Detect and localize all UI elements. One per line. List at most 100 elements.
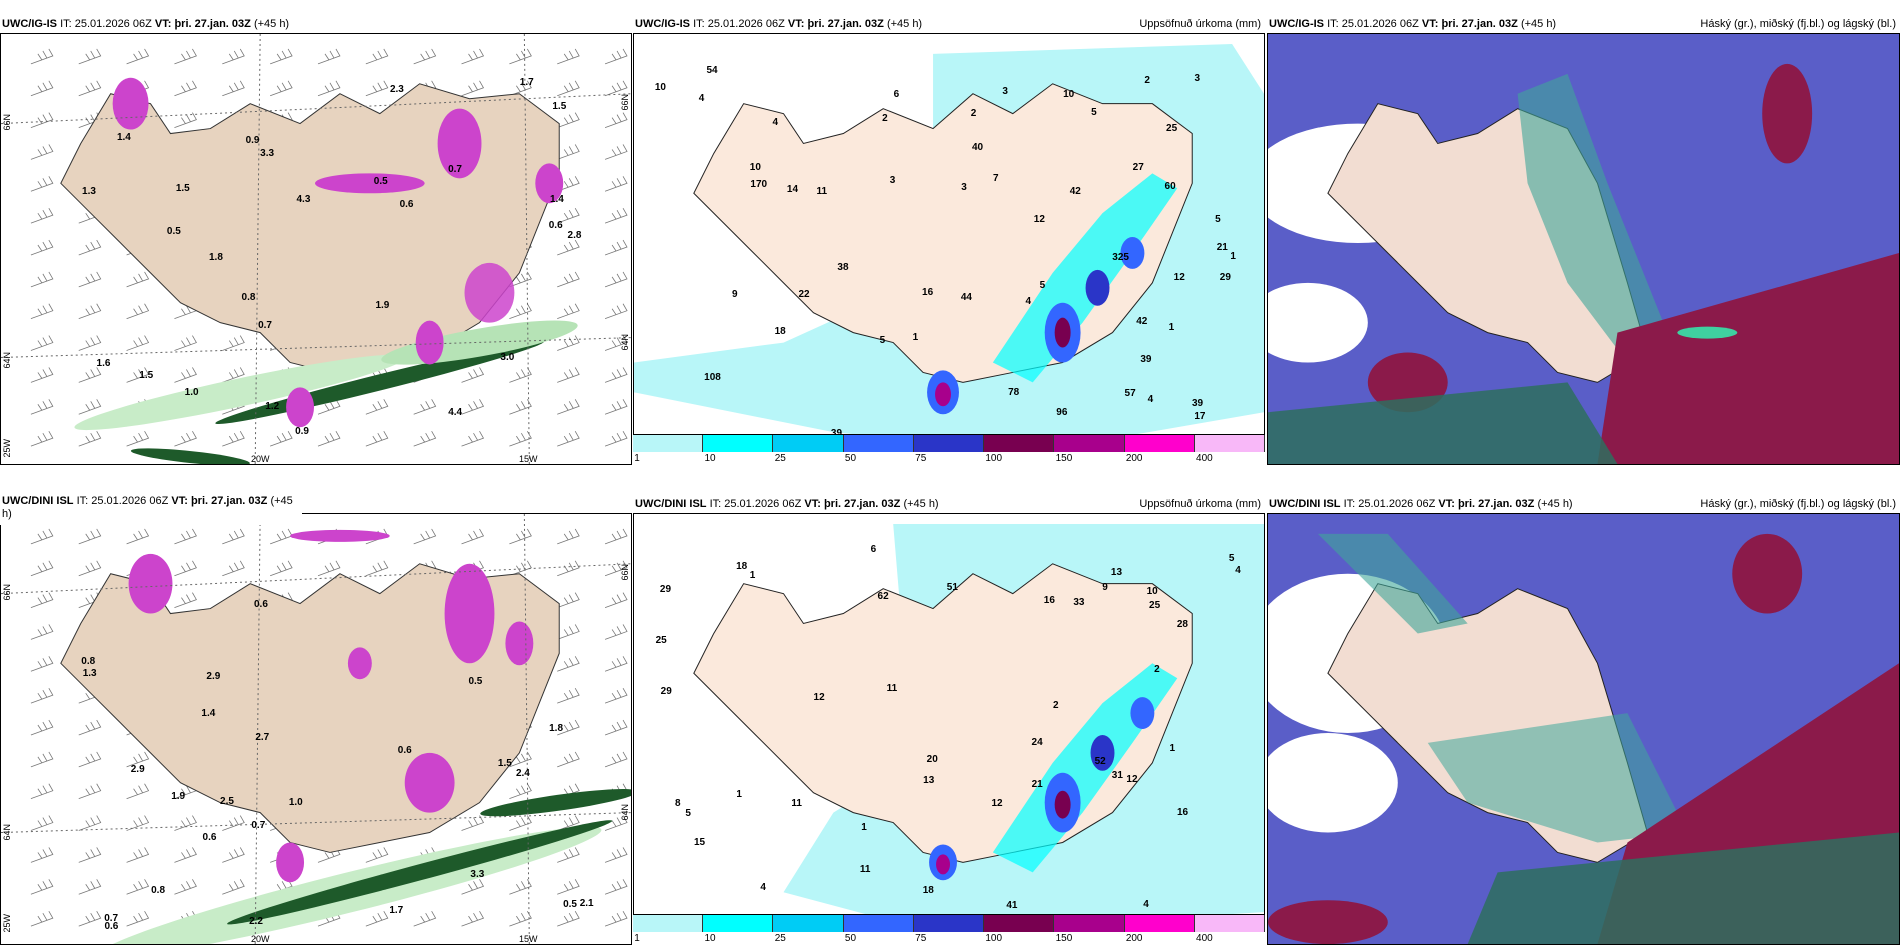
snow-patch (315, 173, 425, 194)
wind-barb (30, 112, 54, 128)
wind-barb (78, 399, 102, 415)
vt-value: þri. 27.jan. 03Z (807, 18, 884, 30)
value-label: 2.4 (515, 768, 530, 780)
value-label: 6 (893, 88, 900, 100)
value-label: 1.0 (184, 387, 199, 399)
product-title: Háský (gr.), miðský (fj.bl.) og lágský (… (1700, 18, 1896, 30)
wind-barb (557, 303, 580, 320)
value-label: 2.2 (249, 916, 263, 928)
wind-barb (174, 528, 197, 545)
value-label: 0.6 (253, 599, 268, 611)
value-label: 1.5 (139, 370, 154, 382)
mid-cloud (1427, 713, 1688, 843)
lead-time: (+45 h) (253, 18, 290, 30)
colorbar-swatch (843, 915, 914, 932)
value-label: 78 (1008, 386, 1020, 398)
colorbar-tick-label: 100 (985, 453, 1003, 464)
panel-bottom-left: UWC/DINI ISL IT: 25.01.2026 06Z VT: þri.… (0, 495, 632, 945)
wind-barb (126, 751, 150, 768)
lead-time: (+45 h) (1537, 498, 1573, 510)
lat-label-66n-right: 66N (620, 564, 630, 581)
wind-barb (413, 528, 437, 545)
wind-barb (557, 207, 580, 224)
product-title: Uppsöfnuð úrkoma (mm) (1139, 18, 1261, 30)
wind-barb (222, 430, 245, 447)
colorbar-tick-label: 75 (915, 453, 927, 464)
value-label: 1.4 (201, 708, 216, 720)
value-label: 3.0 (500, 351, 515, 363)
lat-line-66n (1, 563, 631, 595)
wind-barb (30, 144, 54, 160)
value-label: 1.5 (552, 100, 567, 112)
lead-time-cont: h) (2, 508, 12, 520)
wind-barb (557, 751, 580, 768)
value-label: 39 (831, 428, 842, 439)
snow-patch (128, 553, 173, 614)
wind-barb (557, 656, 580, 672)
wind-barb (604, 687, 628, 704)
value-label: 2 (882, 113, 888, 125)
wind-barb (78, 239, 102, 256)
wind-barb (604, 910, 628, 927)
value-label: 5 (1039, 280, 1046, 291)
wind-barb (604, 847, 628, 863)
wind-barb (604, 751, 628, 768)
map-precip-wind[interactable]: 66N 64N 25W 20W 15W 66N 64N 1.0 0.7 0.5 0.6… (0, 513, 632, 945)
value-label: 54 (706, 65, 718, 77)
wind-barb (365, 847, 389, 863)
panel-top-left: UWC/IG-IS IT: 25.01.2026 06Z VT: þri. 27… (0, 15, 632, 465)
value-label: 18 (774, 325, 786, 337)
it-label: IT: (1343, 498, 1356, 510)
value-label: 33 (1073, 597, 1085, 609)
colorbar-swatch (984, 435, 1055, 452)
wind-barb (222, 367, 245, 383)
it-value: 25.01.2026 06Z (707, 18, 785, 30)
wind-barb (317, 48, 341, 65)
value-label: 16 (922, 287, 934, 299)
wind-barb (30, 48, 54, 65)
wind-barb (317, 399, 341, 415)
wind-barb (365, 430, 389, 447)
value-label: 0.8 (151, 885, 166, 897)
wind-barb (604, 399, 628, 415)
colorbar-swatch (703, 435, 774, 452)
value-label: 0.7 (258, 320, 272, 332)
wind-barb (174, 430, 197, 447)
wind-barb (557, 176, 580, 192)
wind-barb (78, 80, 102, 97)
precip-area-75 (1085, 269, 1110, 306)
value-label: 2.8 (567, 229, 582, 241)
map-accumulated-precip[interactable]: 4 2 10 1 1 1 16 5 12 17 10 5 3 7 10 27 38 18 39 42 42 14 54 60 1… (633, 33, 1265, 465)
map-accumulated-precip[interactable]: 1 1 1 2 4 1 2 16 31 29 62 52 51 24 41 21 25 16 13 12 12 11 6 9 1… (633, 513, 1265, 945)
wind-barb (604, 80, 628, 97)
wind-barb (30, 847, 54, 863)
map-cloud-cover[interactable] (1267, 513, 1900, 945)
value-label: 0.6 (397, 744, 412, 756)
wind-barb (78, 335, 102, 351)
value-label: 57 (1124, 387, 1136, 399)
map-precip-wind[interactable]: 66N 64N 25W 20W 15W 66N 64N 1.5 0.7 0.8 1.7… (0, 33, 632, 465)
value-label: 1 (1169, 743, 1176, 755)
colorbar-swatch (913, 435, 985, 452)
colorbar-swatch (913, 915, 985, 932)
snow-patch (444, 563, 495, 664)
value-label: 325 (1112, 251, 1129, 263)
value-label: 4.4 (448, 406, 463, 418)
snow-patch (290, 529, 390, 542)
it-value: 25.01.2026 06Z (724, 498, 802, 510)
precip-band-dark (480, 789, 631, 817)
wind-barb (30, 815, 54, 831)
value-label: 4 (1143, 898, 1149, 910)
wind-barb (126, 303, 150, 320)
snow-patch (415, 320, 444, 365)
colorbar-tick-label: 200 (1125, 933, 1143, 944)
precip-area-50 (1130, 697, 1155, 729)
wind-barb (557, 399, 580, 415)
lat-line-64n (1, 337, 631, 358)
value-label: 12 (1033, 214, 1045, 226)
value-label: 11 (816, 186, 828, 198)
wind-barb (30, 335, 54, 351)
precip-area-150 (935, 382, 951, 407)
map-cloud-cover[interactable] (1267, 33, 1900, 465)
it-label: IT: (60, 18, 72, 30)
